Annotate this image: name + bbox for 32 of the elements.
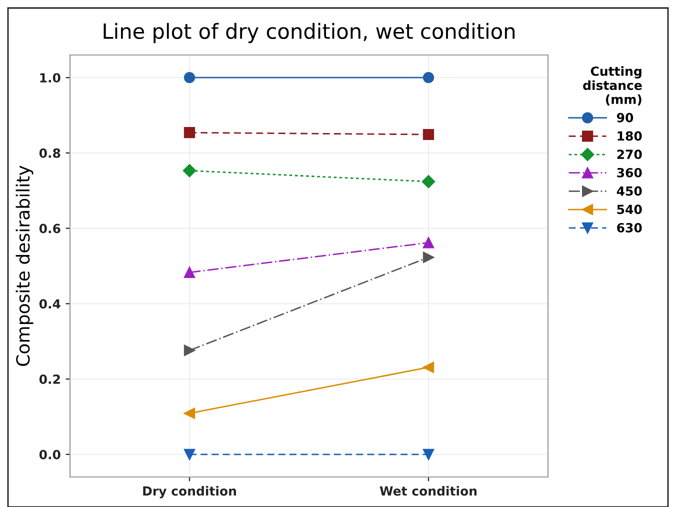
y-tick-label: 0.8 (39, 148, 60, 158)
point (422, 128, 434, 140)
legend-label: 540 (617, 204, 642, 214)
point (422, 175, 436, 188)
legend-label: 270 (617, 150, 642, 160)
legend-label: 450 (616, 186, 642, 196)
y-tick-label: 0.4 (39, 299, 60, 309)
point (422, 448, 434, 460)
legend-label: 360 (617, 168, 642, 178)
point (182, 164, 196, 178)
legend-label: 630 (617, 222, 642, 232)
point (422, 72, 434, 84)
point (184, 408, 196, 419)
point (422, 362, 434, 373)
point (422, 252, 434, 263)
y-tick-label: 0.6 (39, 224, 60, 234)
x-tick-label: Dry condition (143, 486, 236, 498)
point (184, 344, 196, 356)
y-tick-label: 0.0 (39, 450, 60, 460)
point (422, 237, 434, 248)
legend-title: Cutting distance (mm) (583, 66, 642, 106)
point (184, 127, 196, 138)
y-axis-title: Composite desirability (16, 166, 34, 366)
y-tick-label: 1.0 (40, 73, 60, 83)
point (184, 72, 196, 84)
legend-label: 180 (618, 131, 642, 141)
point (184, 266, 196, 278)
legend-label: 90 (616, 112, 634, 122)
point (184, 448, 196, 460)
x-tick-label: Wet condition (380, 486, 477, 496)
chart-title: Line plot of dry condition, wet condition (104, 22, 515, 44)
y-tick-label: 0.2 (39, 374, 60, 384)
